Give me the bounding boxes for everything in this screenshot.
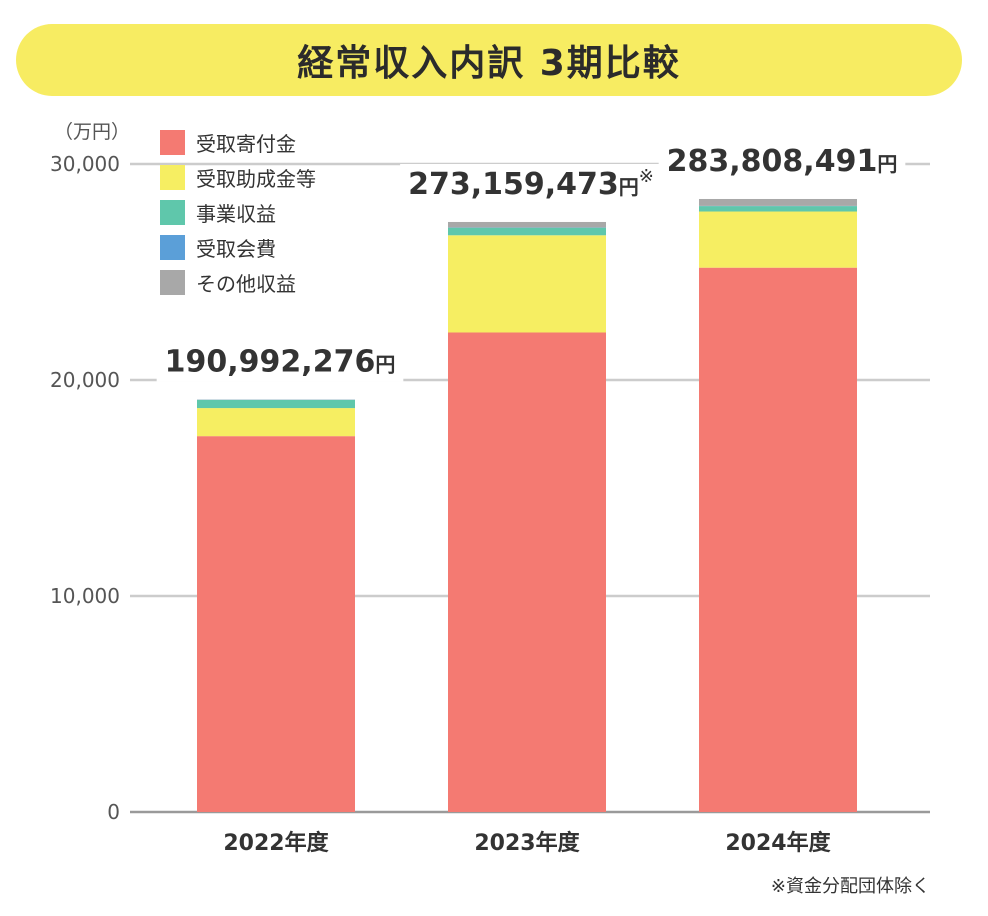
chart-title: 経常収入内訳 3期比較 — [297, 43, 681, 84]
legend-swatch-5 — [160, 270, 185, 295]
y-unit-label: （万円） — [54, 121, 130, 143]
bar-2-series-3 — [448, 227, 606, 236]
legend-swatch-4 — [160, 235, 185, 260]
total-label-1: 190,992,276円 — [165, 344, 396, 379]
legend-label-3: 事業収益 — [196, 202, 276, 226]
legend-swatch-1 — [160, 130, 185, 155]
title-banner: 経常収入内訳 3期比較 — [16, 24, 962, 96]
y-tick-label-0: 0 — [107, 800, 120, 824]
legend-label-1: 受取寄付金 — [196, 132, 296, 156]
bar-2-series-5 — [448, 221, 606, 228]
bar-3-series-5 — [699, 198, 857, 206]
total-unit-1: 円 — [375, 352, 395, 376]
total-label-bg-3 — [658, 141, 906, 181]
bar-1-series-2 — [197, 408, 355, 437]
total-mark-2: ※ — [639, 166, 654, 187]
total-label-3: 283,808,491円 — [667, 144, 898, 179]
x-tick-label-2: 2023年度 — [474, 830, 580, 856]
legend-swatch-3 — [160, 200, 185, 225]
bar-2-series-2 — [448, 235, 606, 333]
y-tick-label-3: 30,000 — [50, 152, 120, 176]
total-unit-2: 円 — [619, 175, 639, 199]
y-tick-label-1: 10,000 — [50, 584, 120, 608]
x-tick-label-3: 2024年度 — [725, 830, 831, 856]
x-tick-label-1: 2022年度 — [223, 830, 329, 856]
footnote: ※資金分配団体除く — [771, 876, 930, 897]
total-value-3: 283,808,491 — [667, 144, 878, 179]
bar-2-series-1 — [448, 332, 606, 812]
bar-3-series-3 — [699, 206, 857, 212]
legend-swatch-2 — [160, 165, 185, 190]
total-value-2: 273,159,473 — [408, 167, 619, 202]
legend-label-2: 受取助成金等 — [196, 167, 316, 191]
bar-1-series-1 — [197, 436, 355, 812]
total-label-2: 273,159,473円※ — [408, 166, 654, 202]
total-unit-3: 円 — [877, 152, 897, 176]
y-tick-label-2: 20,000 — [50, 368, 120, 392]
legend-label-5: その他収益 — [196, 272, 296, 296]
total-label-bg-2 — [400, 163, 662, 204]
total-value-1: 190,992,276 — [165, 344, 376, 379]
legend-label-4: 受取会費 — [196, 237, 276, 261]
bar-3-series-1 — [699, 267, 857, 812]
total-label-bg-1 — [156, 342, 404, 382]
bar-1-series-3 — [197, 399, 355, 409]
bar-3-series-2 — [699, 211, 857, 268]
